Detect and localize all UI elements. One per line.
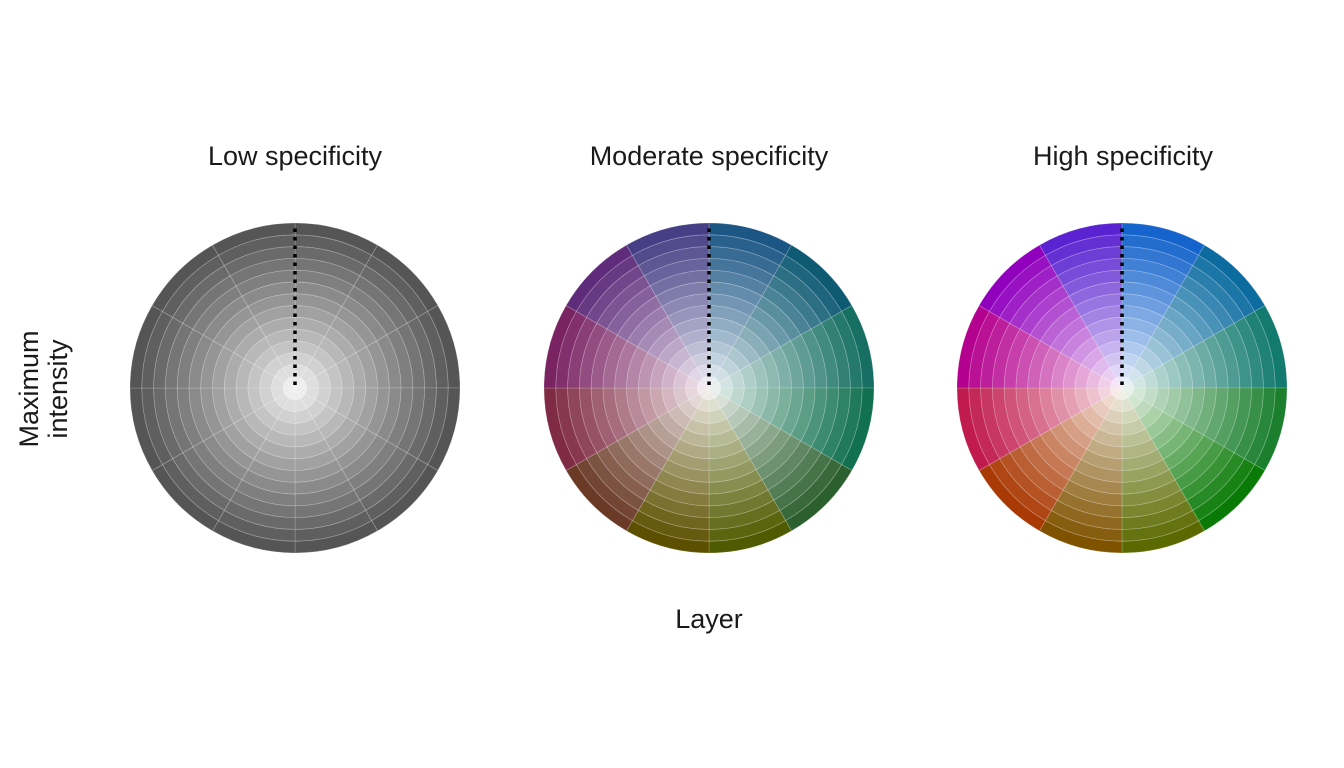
wedge-10-ring-7 xyxy=(626,305,669,348)
wedge-11-ring-8 xyxy=(655,281,710,307)
panel-high-specificity xyxy=(956,222,1288,554)
wedge-7-ring-5 xyxy=(1060,416,1094,450)
x-axis-label: Layer xyxy=(675,604,743,634)
wedge-4-ring-13 xyxy=(371,464,439,532)
wedge-11-ring-2 xyxy=(1103,352,1123,369)
panel-title-high: High specificity xyxy=(1032,141,1214,171)
wedge-4-ring-13 xyxy=(1198,464,1266,532)
panel-moderate-specificity xyxy=(543,222,875,554)
wedge-1-ring-3 xyxy=(726,346,751,371)
wedge-0-ring-10 xyxy=(1121,257,1188,287)
wedge-4-ring-7 xyxy=(749,428,792,471)
wedge-10-ring-13 xyxy=(978,244,1046,312)
panel-low-specificity xyxy=(129,222,461,554)
wedge-6-ring-10 xyxy=(1056,489,1123,519)
wedge-1-ring-5 xyxy=(1150,326,1184,360)
wedge-0-ring-5 xyxy=(708,316,745,338)
wedge-11-ring-11 xyxy=(1050,246,1123,277)
wedge-6-ring-3 xyxy=(270,418,296,436)
y-axis-label-text: Maximum intensity xyxy=(14,330,73,448)
wedge-3-ring-3 xyxy=(325,387,343,413)
wedge-1-ring-7 xyxy=(749,305,792,348)
panel-title-low: Low specificity xyxy=(207,141,383,171)
wedge-11-ring-8 xyxy=(241,281,296,307)
wedge-4-ring-5 xyxy=(1150,416,1184,450)
wedge-3-ring-7 xyxy=(1192,387,1217,436)
wedge-1-ring-10 xyxy=(767,275,822,330)
wedge-11-ring-3 xyxy=(270,340,296,358)
wedge-4-ring-7 xyxy=(335,428,378,471)
wedge-4-ring-13 xyxy=(785,464,853,532)
wedge-11-ring-11 xyxy=(637,246,710,277)
wedge-7-ring-7 xyxy=(626,428,669,471)
wedge-3-ring-13 xyxy=(1254,387,1288,472)
wedge-0-ring-10 xyxy=(294,257,361,287)
wedge-1-ring-5 xyxy=(737,326,771,360)
wedge-9-ring-3 xyxy=(247,363,265,389)
y-axis-label: Maximum intensity xyxy=(14,289,73,489)
wedge-7-ring-13 xyxy=(978,464,1046,532)
wedge-11-ring-11 xyxy=(223,246,296,277)
wedge-0-ring-3 xyxy=(708,340,734,358)
wedge-7-ring-5 xyxy=(233,416,267,450)
wedge-7-ring-3 xyxy=(667,405,692,430)
wedge-11-ring-2 xyxy=(690,352,710,369)
wedge-11-ring-3 xyxy=(1097,340,1123,358)
wedge-9-ring-7 xyxy=(200,340,225,389)
wedge-10-ring-5 xyxy=(1060,326,1094,360)
panel-title-moderate: Moderate specificity xyxy=(589,141,829,171)
wedge-1-ring-13 xyxy=(785,244,853,312)
wedge-7-ring-13 xyxy=(151,464,219,532)
wedge-3-ring-10 xyxy=(1223,387,1253,454)
wedge-0-ring-10 xyxy=(708,257,775,287)
wedge-11-ring-3 xyxy=(684,340,710,358)
wedge-4-ring-5 xyxy=(323,416,357,450)
wedge-7-ring-13 xyxy=(565,464,633,532)
wedge-11-ring-2 xyxy=(276,352,296,369)
wedge-6-ring-3 xyxy=(1097,418,1123,436)
wedge-7-ring-10 xyxy=(1009,446,1064,501)
wedge-6-ring-5 xyxy=(673,438,710,460)
wedge-0-ring-7 xyxy=(1121,293,1170,318)
wedge-6-ring-10 xyxy=(229,489,296,519)
wedge-9-ring-7 xyxy=(1027,340,1052,389)
wedge-6-ring-7 xyxy=(1074,458,1123,483)
wedge-7-ring-5 xyxy=(647,416,681,450)
wedge-7-ring-10 xyxy=(596,446,651,501)
wedge-6-ring-10 xyxy=(643,489,710,519)
wedge-1-ring-5 xyxy=(323,326,357,360)
wedge-10-ring-13 xyxy=(565,244,633,312)
wedge-3-ring-10 xyxy=(396,387,426,454)
wedge-6-ring-3 xyxy=(684,418,710,436)
wedge-0-ring-3 xyxy=(1121,340,1147,358)
wedge-10-ring-5 xyxy=(233,326,267,360)
wedge-0-ring-3 xyxy=(294,340,320,358)
wedge-1-ring-7 xyxy=(335,305,378,348)
wedge-11-ring-8 xyxy=(1068,281,1123,307)
wedge-10-ring-7 xyxy=(212,305,255,348)
wedge-7-ring-10 xyxy=(182,446,237,501)
